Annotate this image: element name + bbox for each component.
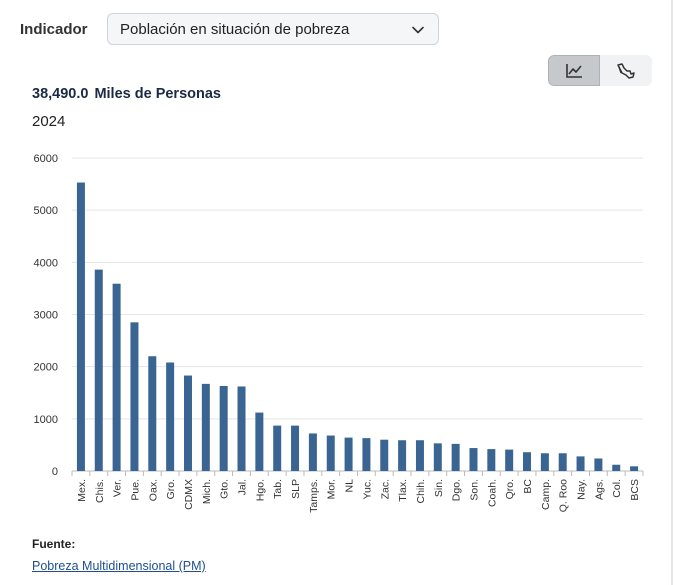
x-tick-label: Camp.	[540, 479, 552, 510]
x-tick-label: Nay.	[576, 479, 588, 500]
bar	[237, 386, 246, 471]
x-tick-label: Gro.	[165, 479, 177, 499]
bar	[612, 464, 621, 471]
x-tick-label: Chih.	[415, 479, 427, 504]
x-tick-label: BC	[522, 479, 534, 494]
bar-chart: 0 1000 2000 3000 4000 5000 6000 Mex. Chis. Ver. Pu…	[34, 153, 644, 513]
mexico-map-icon	[617, 62, 635, 79]
x-tick-label: CDMX	[183, 479, 195, 510]
x-tick-label: Zac.	[379, 479, 391, 499]
bar	[594, 458, 603, 471]
bar	[94, 269, 103, 471]
indicator-selected-value: Población en situación de pobreza	[120, 20, 350, 38]
x-tick-label: Hgo.	[254, 479, 266, 501]
bar	[576, 456, 585, 471]
panel-edge	[671, 0, 673, 585]
y-tick-label: 1000	[34, 414, 58, 426]
bar	[505, 449, 514, 471]
y-tick-label: 4000	[34, 257, 58, 269]
bar	[487, 449, 496, 471]
y-tick-label: 5000	[34, 205, 58, 217]
indicator-label: Indicador	[20, 20, 88, 38]
x-tick-label: Tamps.	[308, 479, 320, 513]
x-tick-label: Tlax.	[397, 479, 409, 502]
chevron-down-icon	[412, 26, 424, 34]
year-label: 2024	[32, 113, 66, 130]
bar	[433, 443, 442, 471]
x-tick-label: Ver.	[112, 479, 124, 497]
bar	[469, 448, 478, 471]
bar	[148, 356, 157, 471]
x-tick-label: Chis.	[94, 479, 106, 503]
y-tick-label: 3000	[34, 310, 58, 322]
bar	[130, 322, 139, 471]
total-number: 38,490.0	[32, 86, 89, 102]
x-tick-label: Ags.	[593, 479, 605, 500]
view-toggle	[548, 55, 652, 86]
bar	[76, 182, 85, 471]
bar	[273, 425, 282, 471]
indicator-select[interactable]: Población en situación de pobreza	[107, 13, 439, 45]
bar	[558, 453, 567, 471]
x-tick-label: Gto.	[219, 479, 231, 499]
x-tick-label: Coah.	[486, 479, 498, 507]
map-view-button[interactable]	[600, 55, 652, 86]
x-tick-label: Mich.	[201, 479, 213, 504]
x-tick-label: Mex.	[76, 479, 88, 502]
x-tick-label: Tab.	[272, 479, 284, 499]
total-value: 38,490.0 Miles de Personas	[32, 86, 221, 102]
y-tick-label: 6000	[34, 153, 58, 165]
bar	[326, 435, 335, 471]
chart-view-button[interactable]	[548, 55, 600, 86]
bar	[183, 375, 192, 471]
bar	[630, 466, 639, 471]
x-tick-label: BCS	[629, 479, 641, 501]
bar	[219, 385, 228, 471]
bar	[362, 438, 371, 471]
bar	[523, 452, 532, 471]
x-tick-label: Son.	[468, 479, 480, 501]
line-chart-icon	[566, 63, 582, 78]
bar	[415, 440, 424, 471]
x-tick-label: SLP	[290, 479, 302, 499]
source-link[interactable]: Pobreza Multidimensional (PM)	[32, 559, 206, 573]
x-tick-label: Pue.	[129, 479, 141, 501]
bar	[380, 439, 389, 471]
bar	[201, 383, 210, 471]
bar	[291, 425, 300, 471]
bar	[451, 443, 460, 471]
source-label: Fuente:	[32, 537, 76, 551]
x-tick-label: Jal.	[237, 479, 249, 495]
y-tick-label: 2000	[34, 362, 58, 374]
total-unit: Miles de Personas	[94, 86, 221, 102]
x-tick-label: Col.	[611, 479, 623, 498]
bar	[308, 433, 317, 471]
bar	[166, 362, 175, 471]
bar	[112, 283, 121, 471]
y-tick-label: 0	[52, 466, 58, 478]
x-tick-label: Qro.	[504, 479, 516, 499]
x-tick-label: Yuc.	[361, 479, 373, 499]
x-tick-label: Mor.	[326, 479, 338, 499]
x-tick-label: NL	[344, 479, 356, 493]
bar	[344, 437, 353, 471]
indicator-filter: Indicador Población en situación de pobr…	[20, 12, 439, 46]
x-tick-label: Dgo.	[451, 479, 463, 501]
bar	[540, 453, 549, 471]
bar	[398, 440, 407, 471]
x-tick-label: Oax.	[147, 479, 159, 501]
x-tick-label: Q. Roo	[558, 479, 570, 512]
bar	[255, 412, 264, 471]
x-tick-label: Sin.	[433, 479, 445, 497]
